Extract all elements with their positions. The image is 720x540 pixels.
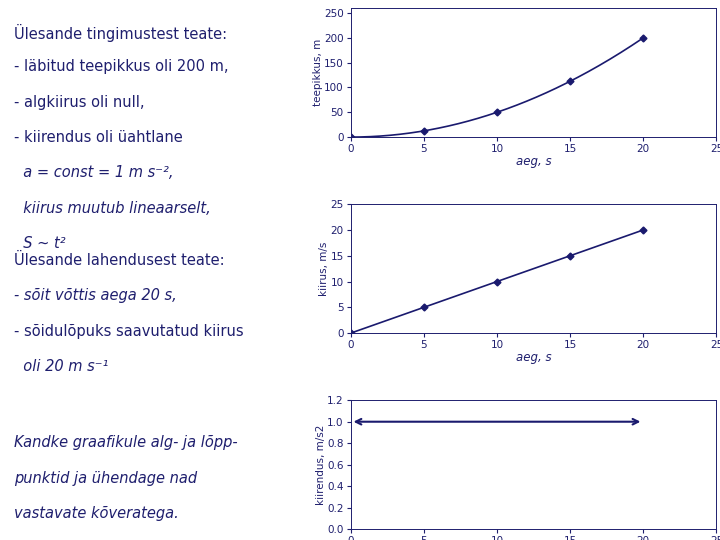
Text: punktid ja ühendage nad: punktid ja ühendage nad: [14, 471, 197, 486]
Text: - algkiirus oli null,: - algkiirus oli null,: [14, 94, 145, 110]
Text: Ülesande tingimustest teate:: Ülesande tingimustest teate:: [14, 24, 227, 42]
Y-axis label: teepikkus, m: teepikkus, m: [312, 39, 323, 106]
Text: kiirus muutub lineaarselt,: kiirus muutub lineaarselt,: [14, 201, 211, 216]
Text: Ülesande lahendusest teate:: Ülesande lahendusest teate:: [14, 253, 225, 268]
Text: oli 20 m s⁻¹: oli 20 m s⁻¹: [14, 359, 108, 374]
Text: - sõit võttis aega 20 s,: - sõit võttis aega 20 s,: [14, 288, 176, 303]
Text: - sõidulõpuks saavutatud kiirus: - sõidulõpuks saavutatud kiirus: [14, 324, 243, 339]
Text: - läbitud teepikkus oli 200 m,: - läbitud teepikkus oli 200 m,: [14, 59, 228, 74]
Text: vastavate kõveratega.: vastavate kõveratega.: [14, 507, 179, 521]
Text: - kiirendus oli üahtlane: - kiirendus oli üahtlane: [14, 130, 183, 145]
Y-axis label: kiirus, m/s: kiirus, m/s: [319, 241, 329, 296]
X-axis label: aeg, s: aeg, s: [516, 156, 552, 168]
Text: Kandke graafikule alg- ja lõpp-: Kandke graafikule alg- ja lõpp-: [14, 435, 238, 450]
Text: a = const = 1 m s⁻²,: a = const = 1 m s⁻²,: [14, 165, 174, 180]
X-axis label: aeg, s: aeg, s: [516, 352, 552, 365]
Y-axis label: kiirendus, m/s2: kiirendus, m/s2: [316, 424, 325, 505]
Text: S ~ t²: S ~ t²: [14, 237, 66, 251]
